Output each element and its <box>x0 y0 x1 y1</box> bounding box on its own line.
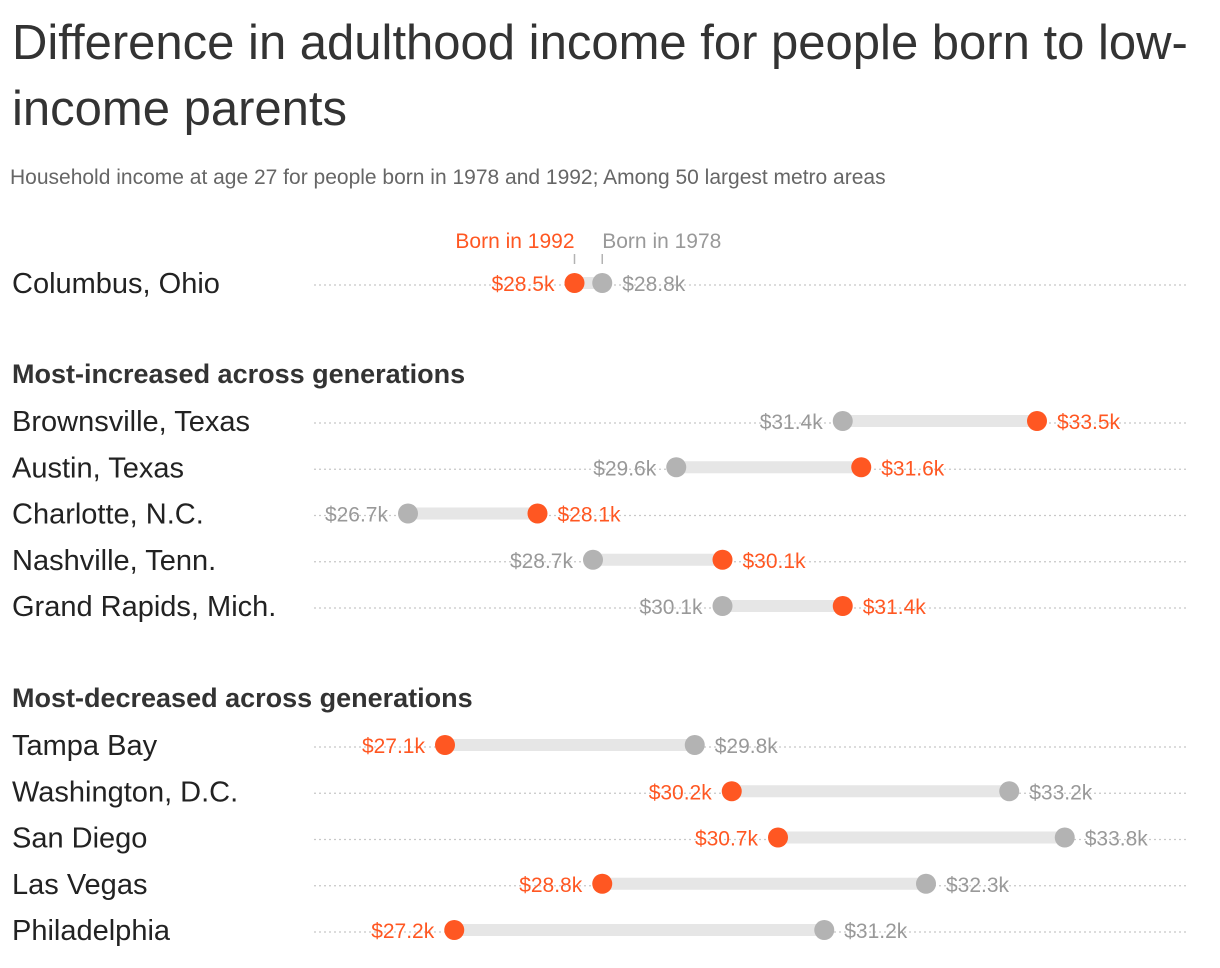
legend-born-1992: Born in 1992 <box>455 230 574 253</box>
row-label: Washington, D.C. <box>12 776 238 808</box>
value-label-1992: $33.5k <box>1057 411 1121 434</box>
section-title: Most-decreased across generations <box>12 683 473 713</box>
dot-born-1992 <box>564 273 585 293</box>
value-label-1992: $28.5k <box>491 273 555 296</box>
row-label: Columbus, Ohio <box>12 268 220 300</box>
chart-title: Difference in adulthood income for peopl… <box>12 16 1188 136</box>
dot-born-1978 <box>398 503 418 524</box>
value-label-1978: $31.2k <box>844 920 908 943</box>
dot-born-1992 <box>851 457 872 478</box>
row-label: Austin, Texas <box>12 452 184 484</box>
dot-born-1992 <box>527 503 548 524</box>
dot-born-1992 <box>712 549 733 570</box>
row-label: Philadelphia <box>12 915 171 947</box>
value-label-1978: $33.8k <box>1085 828 1149 851</box>
dot-born-1992 <box>721 781 742 802</box>
row-label: Charlotte, N.C. <box>12 499 204 531</box>
dot-born-1978 <box>666 457 687 478</box>
value-label-1992: $27.1k <box>362 735 426 758</box>
value-label-1978: $29.6k <box>593 457 657 480</box>
chart-subtitle: Household income at age 27 for people bo… <box>10 166 886 189</box>
value-label-1978: $29.8k <box>715 735 779 758</box>
value-label-1992: $28.1k <box>558 504 622 527</box>
dot-born-1992 <box>444 920 465 940</box>
dot-born-1978 <box>684 735 705 755</box>
dot-born-1978 <box>1054 827 1075 848</box>
value-label-1992: $30.1k <box>743 550 807 573</box>
dot-born-1992 <box>832 596 853 616</box>
value-label-1978: $33.2k <box>1029 781 1093 804</box>
dot-born-1992 <box>592 873 613 894</box>
value-label-1992: $31.4k <box>863 596 927 619</box>
value-label-1978: $28.8k <box>622 273 686 296</box>
value-label-1978: $28.7k <box>510 550 574 573</box>
dot-born-1978 <box>712 596 733 616</box>
dot-born-1978 <box>916 873 936 894</box>
row-label: Grand Rapids, Mich. <box>12 591 276 623</box>
dot-born-1992 <box>768 827 788 848</box>
dot-born-1978 <box>832 411 853 431</box>
dot-born-1978 <box>592 273 613 293</box>
dot-born-1978 <box>999 781 1020 802</box>
legend-born-1978: Born in 1978 <box>602 230 721 253</box>
dot-born-1992 <box>435 735 455 755</box>
value-label-1978: $26.7k <box>325 504 389 527</box>
row-label: Tampa Bay <box>12 730 158 762</box>
row-label: Las Vegas <box>12 869 147 901</box>
value-label-1992: $31.6k <box>881 457 945 480</box>
row-label: Nashville, Tenn. <box>12 545 216 577</box>
value-label-1992: $28.8k <box>519 874 583 897</box>
value-label-1978: $32.3k <box>946 874 1010 897</box>
value-label-1992: $30.2k <box>649 781 713 804</box>
value-label-1992: $30.7k <box>695 828 759 851</box>
dot-born-1992 <box>1027 411 1047 431</box>
section-title: Most-increased across generations <box>12 359 465 389</box>
row-label: San Diego <box>12 823 147 855</box>
row-label: Brownsville, Texas <box>12 406 250 438</box>
value-label-1978: $30.1k <box>639 596 703 619</box>
value-label-1992: $27.2k <box>371 920 435 943</box>
value-label-1978: $31.4k <box>760 411 824 434</box>
dot-born-1978 <box>814 920 835 940</box>
dot-born-1978 <box>583 549 603 570</box>
